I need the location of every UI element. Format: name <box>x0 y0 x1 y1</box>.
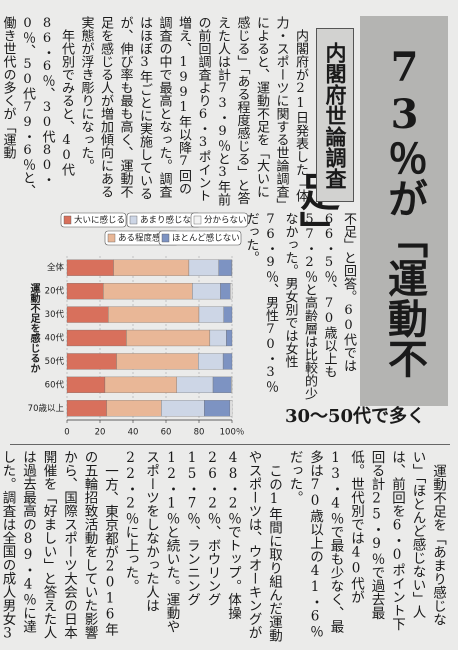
paragraph: 不足」と回答。60代では66・5％、70歳以上も57・2％と高齢層は比較的少なか… <box>243 212 357 400</box>
bar-segment <box>161 400 205 417</box>
y-tick-label: 70歳以上 <box>28 403 65 414</box>
legend-label: ほとんど感じない <box>172 233 240 244</box>
article-body: 不足」と回答。60代では66・5％、70歳以上も57・2％と高齢層は比較的少なか… <box>244 212 358 400</box>
legend-box <box>60 212 127 228</box>
bar-segment <box>66 353 117 370</box>
article-body: 内閣府が21日発表した「体力・スポーツに関する世論調査」によると、運動不足を「大… <box>1 16 310 206</box>
bar-segment <box>66 376 106 393</box>
y-tick-label: 30代 <box>45 309 65 320</box>
bar-segment <box>66 306 109 323</box>
bar-segment <box>176 376 214 393</box>
y-tick-label: 50代 <box>45 356 65 367</box>
article-body: 運動不足を「あまり感じない」「ほとんど感じない」人は、前回を6・0ポイント下回る… <box>0 450 448 642</box>
bar-segment <box>198 353 224 370</box>
bar-segment <box>103 283 193 300</box>
legend-label: 大いに感じる <box>74 215 125 226</box>
legend-label: あまり感じない <box>140 215 200 226</box>
paragraph: 年代別でみると、40代86・6％、30代80・0％、50代79・6％と、働き世代… <box>0 16 75 197</box>
legend-box <box>158 230 242 246</box>
bar-segment <box>66 259 114 276</box>
bar-segment <box>66 283 104 300</box>
x-tick-label: 60 <box>161 428 172 438</box>
bar-segment <box>209 329 227 347</box>
legend-swatch <box>193 215 202 225</box>
y-tick-label: 20代 <box>45 286 65 297</box>
paragraph: 一方、東京都が2016年の五輪招致活動をしていた影響から、国際スポーツ大会の日本… <box>0 450 118 642</box>
bar-segment <box>198 306 224 323</box>
legend-label: 分からない <box>204 216 247 226</box>
section-headline: 30～50代で多く <box>284 406 426 427</box>
legend-box <box>190 212 248 228</box>
paragraph: 内閣府が21日発表した「体力・スポーツに関する世論調査」によると、運動不足を「大… <box>78 16 309 206</box>
divider <box>10 444 450 445</box>
bar-segment <box>116 353 199 370</box>
x-tick-label: 0 <box>64 428 69 438</box>
bar-segment <box>66 400 107 417</box>
bar-segment <box>220 283 231 300</box>
legend-swatch <box>129 215 138 225</box>
legend-swatch <box>63 215 72 225</box>
bar-segment <box>229 400 233 417</box>
y-tick-label: 60代 <box>45 379 65 390</box>
bar-segment <box>218 259 232 276</box>
bar-segment <box>223 306 233 323</box>
bar-segment <box>66 329 127 347</box>
x-tick-label: 80 <box>194 428 205 438</box>
headline: 73％が「運動不足」 <box>293 16 448 406</box>
bar-segment <box>106 400 162 417</box>
paragraph: この1年間に取り組んだ運動やスポーツは、ウオーキングが48・2％でトップ。体操2… <box>122 450 283 642</box>
y-tick-label: 40代 <box>45 333 65 344</box>
bar-segment <box>192 283 221 300</box>
x-tick-label: 100％ <box>220 428 245 438</box>
bar-segment <box>188 259 219 276</box>
bar-segment <box>231 376 233 393</box>
paragraph: 運動不足を「あまり感じない」「ほとんど感じない」人は、前回を6・0ポイント下回る… <box>286 450 447 638</box>
bar-segment <box>108 306 200 323</box>
bar-segment <box>104 376 177 393</box>
bar-segment <box>204 400 231 417</box>
bar-segment <box>113 259 190 276</box>
x-tick-label: 40 <box>128 428 139 438</box>
bar-segment <box>222 353 233 370</box>
y-axis-title: 運動不足を感じるか <box>28 283 40 373</box>
bar-segment <box>212 376 232 393</box>
bar-segment <box>126 329 211 347</box>
legend-swatch <box>161 233 170 243</box>
bar-segment <box>226 329 233 347</box>
y-tick-label: 全体 <box>47 262 65 273</box>
bar-segment <box>230 283 233 300</box>
x-tick-label: 20 <box>95 428 106 438</box>
subheadline: 内閣府世論調査 <box>316 28 354 202</box>
legend-label: ある程度感じる <box>118 233 178 244</box>
legend-swatch <box>107 233 116 243</box>
